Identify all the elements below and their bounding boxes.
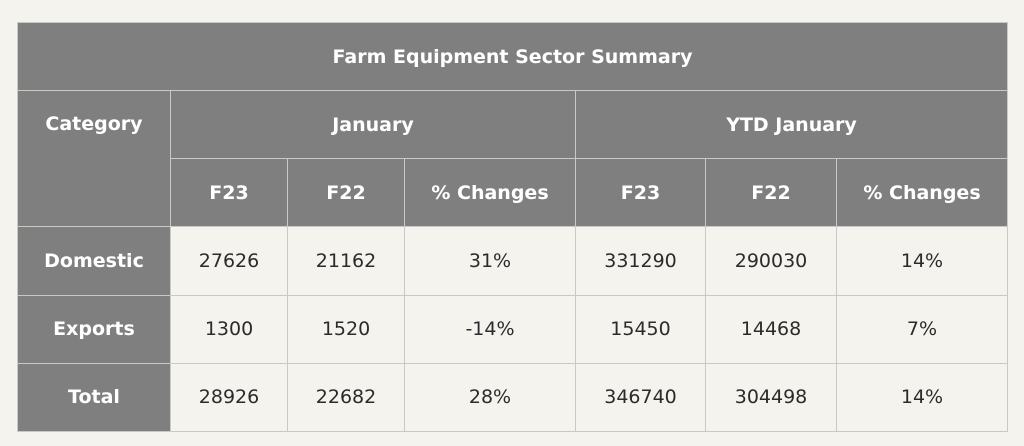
table-cell: 1300	[170, 294, 288, 364]
group-header-january: January	[170, 90, 576, 160]
table-cell: 31%	[404, 226, 576, 296]
table-cell: 14%	[836, 362, 1008, 433]
table-cell: 346740	[575, 362, 706, 433]
table-cell: 28926	[170, 362, 288, 433]
table-cell: 15450	[575, 294, 706, 364]
row-label-exports: Exports	[17, 294, 171, 364]
subheader-jan-f22: F22	[287, 158, 405, 228]
table-cell: 290030	[705, 226, 837, 296]
table-row: Total 28926 22682 28% 346740 304498 14%	[17, 362, 1008, 433]
subheader-ytd-changes: % Changes	[836, 158, 1008, 228]
table-cell: 14468	[705, 294, 837, 364]
table-cell: 22682	[287, 362, 405, 433]
table-cell: 21162	[287, 226, 405, 296]
table-cell: 27626	[170, 226, 288, 296]
group-header-ytd-january: YTD January	[575, 90, 1008, 160]
table-cell: 331290	[575, 226, 706, 296]
subheader-jan-changes: % Changes	[404, 158, 576, 228]
table-cell: 1520	[287, 294, 405, 364]
table-row: Exports 1300 1520 -14% 15450 14468 7%	[17, 294, 1008, 364]
subheader-ytd-f22: F22	[705, 158, 837, 228]
subheader-jan-f23: F23	[170, 158, 288, 228]
table-cell: 14%	[836, 226, 1008, 296]
row-label-domestic: Domestic	[17, 226, 171, 296]
table-title: Farm Equipment Sector Summary	[17, 21, 1008, 92]
table-cell: 7%	[836, 294, 1008, 364]
table-row: Domestic 27626 21162 31% 331290 290030 1…	[17, 226, 1008, 296]
row-label-total: Total	[17, 362, 171, 433]
table-cell: -14%	[404, 294, 576, 364]
category-header: Category	[17, 90, 171, 228]
subheader-ytd-f23: F23	[575, 158, 706, 228]
table-cell: 28%	[404, 362, 576, 433]
summary-table: Farm Equipment Sector Summary Category J…	[17, 21, 1008, 433]
table-cell: 304498	[705, 362, 837, 433]
